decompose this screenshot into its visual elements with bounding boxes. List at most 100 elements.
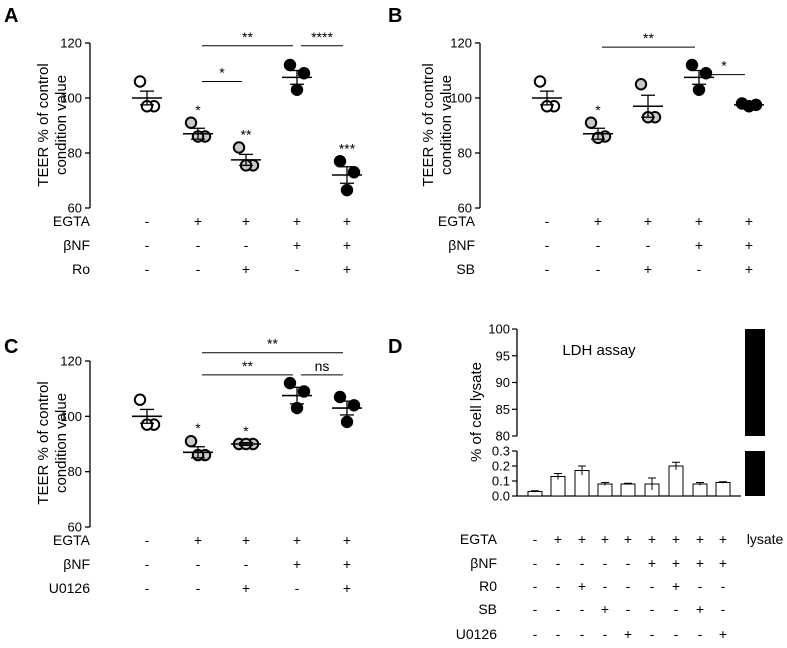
panel-d-chart: LDH assay % of cell lysate 80 85 90 95 100 0.… — [456, 322, 784, 643]
panel-a-bracket-label-0: ** — [242, 29, 253, 45]
panel-d-treatment-3-value-6: - — [674, 601, 679, 617]
panel-c-treatment-1-value-4: + — [343, 556, 351, 572]
panel-d-treatment-3-value-0: - — [533, 601, 538, 617]
panel-d-ytick-lower-label-1: 0.1 — [492, 474, 510, 489]
panel-d-treatment-0-value-7: + — [696, 531, 704, 547]
panel-d-treatment-3-value-4: - — [626, 601, 631, 617]
panel-c-group-2-sig: * — [243, 423, 249, 439]
panel-b-ytick-label-3: 120 — [450, 36, 472, 51]
panel-a-group-0-point-0 — [133, 75, 147, 88]
panel-d-treatment-2-value-2: + — [578, 578, 586, 594]
panel-d-ytick-upper-label-0: 80 — [496, 429, 510, 444]
panel-a-treatment-1-label: βNF — [63, 237, 90, 253]
panel-a-treatment-2-value-0: - — [145, 261, 150, 277]
panel-a-treatment-0-value-4: + — [343, 213, 351, 229]
panel-d-bar-8 — [715, 482, 731, 497]
panel-a-ylabel-line2: condition value — [53, 75, 70, 175]
panel-b-group-2-point-0 — [634, 78, 648, 91]
panel-b-treatment-0-value-0: - — [545, 213, 550, 229]
panel-d-treatment-2-value-6: + — [672, 578, 680, 594]
panel-b-treatment-1-value-0: - — [545, 237, 550, 253]
panel-d-treatment-4-value-3: - — [603, 626, 608, 642]
panel-d-treatment-0-value-5: + — [648, 531, 656, 547]
panel-d-bar-7 — [692, 483, 708, 497]
panel-a-treatment-0-value-0: - — [145, 213, 150, 229]
panel-c-ytick-label-3: 120 — [60, 354, 82, 369]
panel-a-treatment-1-value-1: - — [196, 237, 201, 253]
panel-a-group-1-sig: * — [195, 102, 201, 118]
panel-c-treatment-2-value-0: - — [145, 580, 150, 596]
panel-d-treatment-0-value-2: + — [578, 531, 586, 547]
panel-d-treatment-2-value-8: - — [721, 578, 726, 594]
panel-a-bracket-label-1: **** — [311, 29, 333, 45]
panel-d-treatment-4-value-4: + — [624, 626, 632, 642]
panel-d-ytick-lower-label-0: 0.0 — [492, 489, 510, 504]
panel-b-bracket-label-1: * — [721, 58, 727, 74]
panel-d-bar-4 — [620, 483, 636, 497]
panel-c-ylabel-line1: TEER % of control — [35, 381, 52, 504]
panel-d-letter: D — [388, 336, 402, 358]
panel-b-group-3-point-0 — [685, 58, 699, 72]
panel-c-bracket-label-1: ** — [242, 358, 253, 374]
panel-d-treatment-1-label: βNF — [470, 555, 497, 571]
panel-d-treatment-1-value-7: + — [696, 555, 704, 571]
panel-d-ytick-upper-label-4: 100 — [488, 322, 510, 337]
panel-c-ytick-label-1: 80 — [68, 464, 82, 479]
panel-d-treatment-0-value-9: lysate — [747, 531, 784, 547]
panel-a-treatment-1-value-4: + — [343, 237, 351, 253]
panel-c-treatment-0-value-0: - — [145, 532, 150, 548]
panel-a-treatment-2-value-1: - — [196, 261, 201, 277]
panel-c-treatment-2-value-2: + — [242, 580, 250, 596]
panel-a-group-4-point-2 — [340, 183, 354, 197]
panel-a-ylabel-line1: TEER % of control — [35, 63, 52, 186]
panel-a-treatment-2-label: Ro — [72, 261, 90, 277]
panel-a-letter: A — [4, 5, 18, 27]
panel-d-treatment-0-value-4: + — [624, 531, 632, 547]
panel-c-group-3-point-0 — [283, 376, 297, 390]
panel-d-treatment-2-label: R0 — [479, 578, 497, 594]
panel-d-treatment-3-label: SB — [478, 601, 497, 617]
panel-a-treatment-1-value-3: + — [293, 237, 301, 253]
panel-d-treatment-2-value-7: - — [698, 578, 703, 594]
panel-b-treatment-1-label: βNF — [448, 237, 475, 253]
panel-d-treatment-4-value-7: - — [698, 626, 703, 642]
panel-a-treatment-2-value-2: + — [242, 261, 250, 277]
panel-a-bracket-label-2: * — [219, 65, 225, 81]
panel-d-treatment-2-value-1: - — [556, 578, 561, 594]
panel-d-treatment-0-value-8: + — [719, 531, 727, 547]
panel-a-treatment-2-value-3: - — [295, 261, 300, 277]
panel-d-treatment-2-value-4: - — [626, 578, 631, 594]
panel-b-treatment-1-value-3: + — [695, 237, 703, 253]
panel-b-treatment-1-value-2: - — [646, 237, 651, 253]
panel-a-treatment-0-value-2: + — [242, 213, 250, 229]
panel-b-treatment-2-value-4: + — [745, 261, 753, 277]
panel-c-group-1-sig: * — [195, 420, 201, 436]
panel-c-treatment-2-label: U0126 — [49, 580, 90, 596]
panel-d-bar-9-upper — [745, 329, 765, 436]
panel-c-treatment-0-label: EGTA — [53, 532, 91, 548]
panel-c-group-3-point-1 — [297, 385, 311, 398]
panel-c-treatment-1-value-3: + — [293, 556, 301, 572]
panel-d-treatment-3-value-8: - — [721, 601, 726, 617]
panel-d-treatment-0-value-6: + — [672, 531, 680, 547]
panel-c-treatment-1-value-2: - — [244, 556, 249, 572]
panel-c-treatment-0-value-1: + — [194, 532, 202, 548]
panel-b-treatment-0-value-3: + — [695, 213, 703, 229]
panel-d-treatment-4-value-6: - — [674, 626, 679, 642]
panel-d-treatment-3-value-5: - — [650, 601, 655, 617]
panel-d-ytick-upper-label-1: 85 — [496, 402, 510, 417]
panel-d-treatment-4-value-8: + — [719, 626, 727, 642]
panel-d-treatment-1-value-5: + — [648, 555, 656, 571]
panel-d-treatment-1-value-8: + — [719, 555, 727, 571]
panel-d-treatment-4-value-2: - — [580, 626, 585, 642]
panel-a-treatment-0-value-1: + — [194, 213, 202, 229]
panel-c-treatment-1-label: βNF — [63, 556, 90, 572]
panel-b-treatment-2-value-0: - — [545, 261, 550, 277]
panel-a-group-2-point-0 — [232, 141, 246, 154]
panel-c-ytick-label-2: 100 — [60, 409, 82, 424]
panel-d-treatment-3-value-1: - — [556, 601, 561, 617]
panel-b-treatment-0-value-2: + — [644, 213, 652, 229]
panel-d-ytick-upper-label-2: 90 — [496, 375, 510, 390]
panel-c-treatment-1-value-0: - — [145, 556, 150, 572]
panel-b-treatment-0-value-1: + — [594, 213, 602, 229]
